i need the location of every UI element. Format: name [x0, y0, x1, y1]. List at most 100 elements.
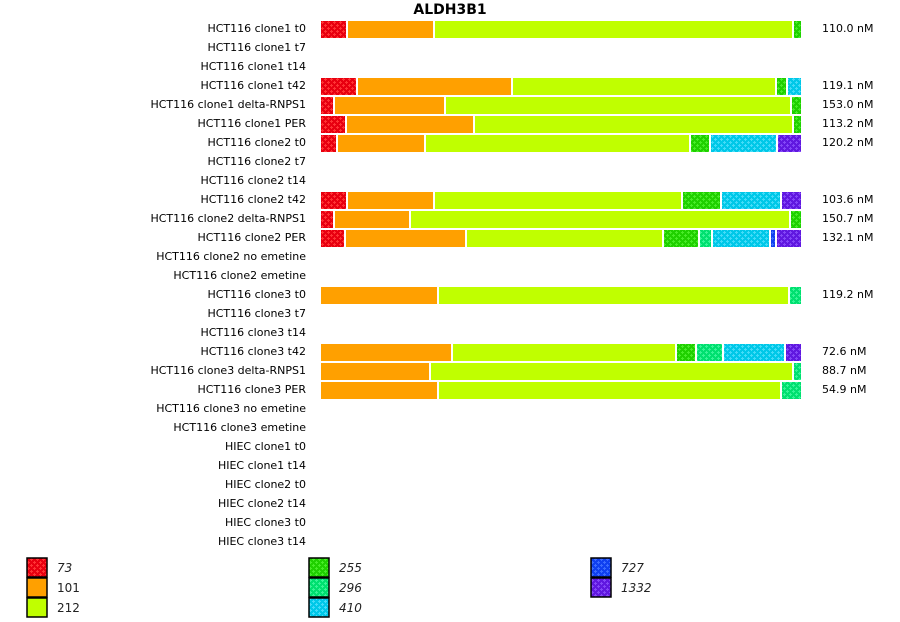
bar-segment-296	[782, 382, 801, 399]
legend-label: 73	[57, 561, 73, 575]
bar-segment-73	[321, 78, 356, 95]
bar-segment-255	[794, 21, 801, 38]
row-label: HCT116 clone1 t42	[200, 79, 306, 92]
bar-segment-255	[792, 97, 801, 114]
bar-segment-101	[358, 78, 511, 95]
bar-row	[321, 382, 801, 399]
bar-segment-255	[777, 78, 786, 95]
row-total-value: 132.1 nM	[822, 231, 874, 244]
row-label: HCT116 clone3 delta-RNPS1	[150, 364, 306, 377]
bar-segment-212	[467, 230, 662, 247]
row-total-value: 88.7 nM	[822, 364, 867, 377]
bar-segment-73	[321, 192, 346, 209]
row-label: HCT116 clone3 PER	[197, 383, 306, 396]
row-label: HCT116 clone3 emetine	[173, 421, 306, 434]
row-label: HCT116 clone1 PER	[197, 117, 306, 130]
bar-segment-101	[335, 97, 444, 114]
bar-segment-101	[348, 192, 433, 209]
row-label: HCT116 clone2 t0	[207, 136, 306, 149]
row-total-value: 110.0 nM	[822, 22, 874, 35]
bar-segment-410	[788, 78, 801, 95]
row-total-value: 150.7 nM	[822, 212, 874, 225]
row-total-value: 153.0 nM	[822, 98, 874, 111]
bar-segment-1332	[782, 192, 801, 209]
bar-row	[321, 211, 801, 228]
row-label: HCT116 clone2 t14	[200, 174, 306, 187]
row-label: HCT116 clone1 t0	[207, 22, 306, 35]
bar-segment-101	[335, 211, 409, 228]
row-label: HCT116 clone1 t7	[207, 41, 306, 54]
bar-segment-410	[724, 344, 784, 361]
bar-row	[321, 344, 801, 361]
bars-layer	[321, 21, 801, 399]
row-label: HCT116 clone2 delta-RNPS1	[150, 212, 306, 225]
bar-segment-101	[321, 287, 437, 304]
bar-segment-255	[664, 230, 698, 247]
row-total-value: 103.6 nM	[822, 193, 874, 206]
bar-segment-212	[435, 192, 681, 209]
bar-segment-255	[794, 116, 801, 133]
row-label: HIEC clone1 t14	[217, 459, 306, 472]
legend-swatch-296	[308, 577, 330, 598]
row-total-value: 113.2 nM	[822, 117, 874, 130]
legend-swatches	[26, 557, 612, 618]
bar-segment-1332	[786, 344, 801, 361]
legend-label: 1332	[621, 581, 652, 595]
row-label: HCT116 clone3 no emetine	[156, 402, 306, 415]
legend-swatch-73	[26, 557, 48, 578]
row-label: HCT116 clone2 no emetine	[156, 250, 306, 263]
legend-swatch-1332	[590, 577, 612, 598]
bar-row	[321, 97, 801, 114]
legend-label: 255	[339, 561, 362, 575]
row-label: HCT116 clone2 t7	[207, 155, 306, 168]
bar-segment-1332	[778, 135, 801, 152]
row-total-value: 72.6 nM	[822, 345, 867, 358]
bar-row	[321, 287, 801, 304]
bar-segment-73	[321, 135, 336, 152]
bar-segment-212	[513, 78, 775, 95]
legend-label: 212	[57, 601, 80, 615]
bar-segment-212	[411, 211, 789, 228]
row-label: HCT116 clone2 emetine	[173, 269, 306, 282]
bar-segment-410	[711, 135, 776, 152]
row-label: HIEC clone3 t14	[217, 535, 306, 548]
row-label: HCT116 clone1 delta-RNPS1	[150, 98, 306, 111]
legend-label: 101	[57, 581, 80, 595]
bar-row	[321, 192, 801, 209]
bar-segment-101	[346, 230, 465, 247]
bar-segment-296	[794, 363, 801, 380]
row-total-value: 119.2 nM	[822, 288, 874, 301]
bar-segment-212	[431, 363, 792, 380]
row-total-value: 120.2 nM	[822, 136, 874, 149]
bar-segment-212	[475, 116, 792, 133]
bar-segment-255	[683, 192, 720, 209]
row-label: HIEC clone3 t0	[224, 516, 306, 529]
bar-segment-101	[347, 116, 473, 133]
bar-segment-73	[321, 230, 344, 247]
bar-segment-101	[321, 344, 451, 361]
bar-segment-410	[722, 192, 780, 209]
bar-row	[321, 363, 801, 380]
bar-segment-212	[426, 135, 689, 152]
row-label: HIEC clone2 t14	[217, 497, 306, 510]
legend-label: 727	[621, 561, 644, 575]
row-label: HCT116 clone3 t0	[207, 288, 306, 301]
legend-swatch-727	[590, 557, 612, 578]
bar-segment-255	[677, 344, 695, 361]
bar-segment-296	[790, 287, 801, 304]
row-label: HCT116 clone3 t7	[207, 307, 306, 320]
bar-segment-73	[321, 116, 345, 133]
row-label: HCT116 clone3 t42	[200, 345, 306, 358]
bar-segment-73	[321, 21, 346, 38]
legend-label: 410	[339, 601, 362, 615]
bar-segment-212	[453, 344, 675, 361]
bar-row	[321, 78, 801, 95]
row-label: HIEC clone1 t0	[224, 440, 306, 453]
row-total-value: 54.9 nM	[822, 383, 867, 396]
bar-segment-296	[700, 230, 711, 247]
bar-segment-212	[446, 97, 790, 114]
bar-segment-1332	[777, 230, 801, 247]
bar-segment-255	[691, 135, 709, 152]
bar-segment-101	[321, 382, 437, 399]
